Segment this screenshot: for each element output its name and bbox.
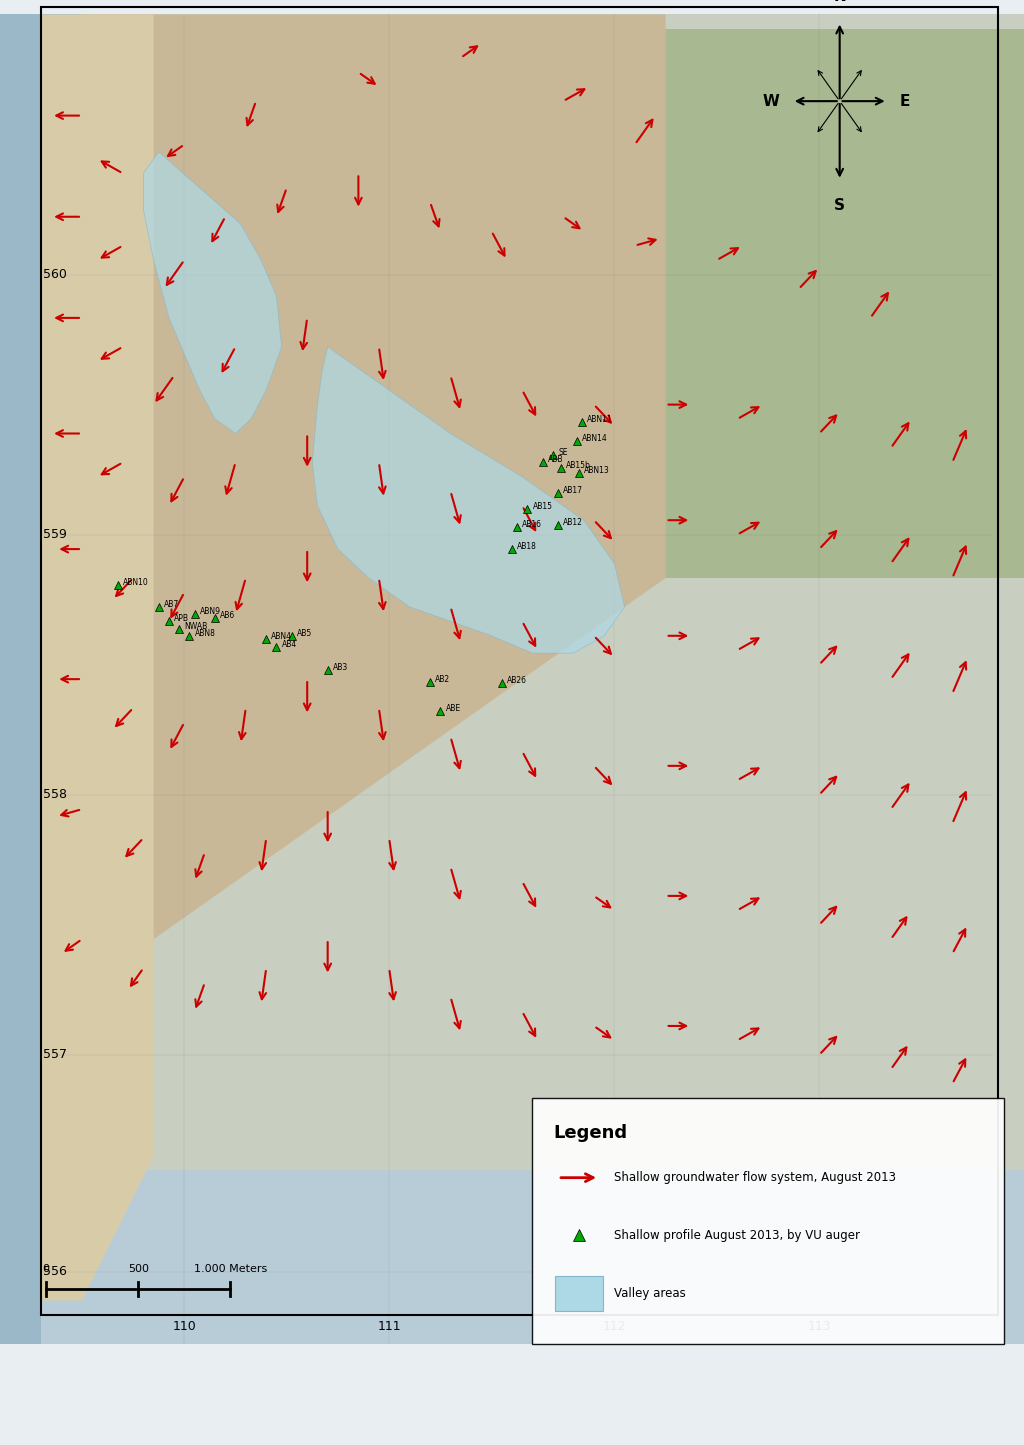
- Text: 560: 560: [43, 269, 67, 280]
- Text: 113: 113: [807, 1321, 831, 1332]
- Text: SE: SE: [558, 448, 567, 457]
- Text: AB17: AB17: [563, 486, 584, 494]
- Text: AB7: AB7: [164, 600, 179, 608]
- Text: 110: 110: [172, 1321, 197, 1332]
- Text: 0: 0: [43, 1264, 49, 1274]
- Bar: [0, 14, 82, 1344]
- Text: AB2: AB2: [435, 675, 451, 683]
- Text: S: S: [835, 198, 845, 212]
- Bar: [41, 1170, 1024, 1344]
- Text: AB15b: AB15b: [566, 461, 591, 470]
- Text: AB5: AB5: [297, 629, 312, 637]
- Text: W: W: [763, 94, 779, 108]
- Polygon shape: [312, 347, 625, 653]
- Text: AB16: AB16: [522, 520, 543, 529]
- Text: 111: 111: [377, 1321, 401, 1332]
- Text: APB: APB: [174, 614, 189, 623]
- Polygon shape: [41, 14, 154, 1300]
- Polygon shape: [143, 152, 282, 434]
- Text: Shallow groundwater flow system, August 2013: Shallow groundwater flow system, August …: [614, 1172, 896, 1183]
- Text: ABN11: ABN11: [587, 415, 612, 423]
- Text: 1.000 Meters: 1.000 Meters: [194, 1264, 267, 1274]
- Text: AB26: AB26: [507, 676, 527, 685]
- Text: AB15: AB15: [532, 501, 553, 510]
- Text: 112: 112: [602, 1321, 627, 1332]
- Text: AB6: AB6: [220, 611, 236, 620]
- Text: Legend: Legend: [553, 1124, 627, 1142]
- Text: AB18: AB18: [517, 542, 537, 551]
- Text: ABN9: ABN9: [200, 607, 221, 616]
- Bar: [563, 29, 1024, 578]
- Text: ABN13: ABN13: [584, 465, 609, 474]
- Text: ABN14: ABN14: [582, 434, 607, 442]
- Text: AB4: AB4: [282, 640, 297, 649]
- Text: Valley areas: Valley areas: [614, 1287, 686, 1299]
- Text: 558: 558: [43, 789, 67, 801]
- Text: 559: 559: [43, 529, 67, 540]
- Text: 557: 557: [43, 1049, 67, 1061]
- Bar: [532, 1098, 1004, 1344]
- Text: 556: 556: [43, 1266, 67, 1277]
- Text: ABN8: ABN8: [195, 629, 215, 637]
- Text: E: E: [900, 94, 910, 108]
- Polygon shape: [82, 14, 666, 939]
- Text: ABE: ABE: [445, 704, 461, 712]
- Text: 500: 500: [128, 1264, 148, 1274]
- Text: ABB: ABB: [548, 455, 563, 464]
- Text: NWAB: NWAB: [184, 621, 208, 630]
- Bar: [555, 1276, 603, 1311]
- Text: N: N: [834, 0, 846, 4]
- Text: AB3: AB3: [333, 663, 348, 672]
- Text: ABN10: ABN10: [123, 578, 148, 587]
- Text: Shallow profile August 2013, by VU auger: Shallow profile August 2013, by VU auger: [614, 1230, 860, 1241]
- Text: AB12: AB12: [563, 517, 583, 526]
- Text: ABN4: ABN4: [271, 631, 293, 640]
